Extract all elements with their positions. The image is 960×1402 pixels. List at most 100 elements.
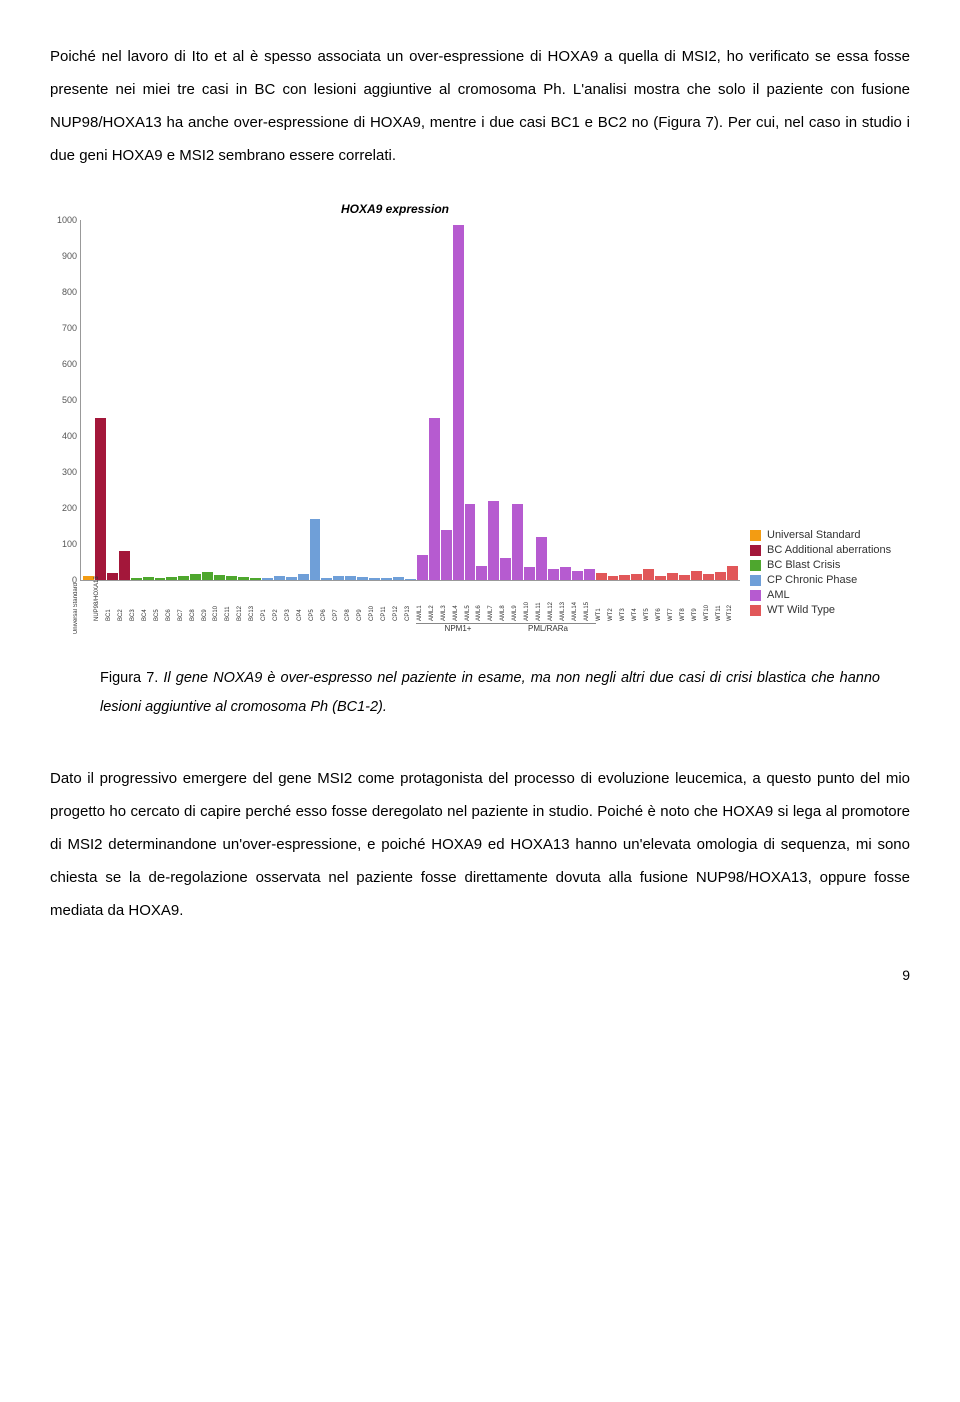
bar bbox=[524, 567, 535, 580]
bar bbox=[631, 574, 642, 580]
x-label: AML10 bbox=[524, 581, 535, 621]
bar bbox=[727, 566, 738, 580]
legend-label: CP Chronic Phase bbox=[767, 574, 857, 586]
x-label: CP2 bbox=[273, 581, 284, 621]
legend-swatch bbox=[750, 575, 761, 586]
bar bbox=[405, 579, 416, 580]
x-label: WT5 bbox=[644, 581, 655, 621]
y-tick: 600 bbox=[51, 359, 77, 369]
x-label: AML5 bbox=[465, 581, 476, 621]
y-tick: 200 bbox=[51, 503, 77, 513]
legend-item: CP Chronic Phase bbox=[750, 574, 910, 586]
x-label: BC13 bbox=[249, 581, 260, 621]
x-label: AML14 bbox=[572, 581, 583, 621]
x-label: BC1 bbox=[106, 581, 117, 621]
legend-label: Universal Standard bbox=[767, 529, 861, 541]
x-label: WT11 bbox=[716, 581, 727, 621]
x-label: WT8 bbox=[680, 581, 691, 621]
bar bbox=[619, 575, 630, 580]
x-label: AML7 bbox=[488, 581, 499, 621]
x-label: BC5 bbox=[154, 581, 165, 621]
bar bbox=[441, 530, 452, 580]
figure-7-caption: Figura 7. Il gene NOXA9 è over-espresso … bbox=[100, 664, 880, 722]
bar bbox=[417, 555, 428, 580]
x-label: WT10 bbox=[704, 581, 715, 621]
x-label: AML8 bbox=[500, 581, 511, 621]
y-tick: 400 bbox=[51, 431, 77, 441]
bar bbox=[703, 574, 714, 580]
x-label: WT1 bbox=[596, 581, 607, 621]
x-label: AML1 bbox=[417, 581, 428, 621]
legend-item: Universal Standard bbox=[750, 529, 910, 541]
chart-legend: Universal Standard BC Additional aberrati… bbox=[750, 526, 910, 639]
bar bbox=[226, 576, 237, 580]
x-label: BC7 bbox=[178, 581, 189, 621]
y-tick: 300 bbox=[51, 467, 77, 477]
legend-item: BC Additional aberrations bbox=[750, 544, 910, 556]
legend-swatch bbox=[750, 590, 761, 601]
bar bbox=[679, 575, 690, 580]
bar bbox=[488, 501, 499, 580]
bar bbox=[262, 578, 273, 580]
bar bbox=[250, 578, 261, 580]
x-label: CP8 bbox=[345, 581, 356, 621]
legend-item: AML bbox=[750, 589, 910, 601]
bar bbox=[429, 418, 440, 580]
x-label: WT6 bbox=[656, 581, 667, 621]
x-label: CP13 bbox=[405, 581, 416, 621]
x-label: BC9 bbox=[202, 581, 213, 621]
x-label: CP9 bbox=[357, 581, 368, 621]
bar bbox=[333, 576, 344, 580]
x-label: AML2 bbox=[429, 581, 440, 621]
bar bbox=[107, 573, 118, 580]
x-label: BC4 bbox=[142, 581, 153, 621]
legend-label: WT Wild Type bbox=[767, 604, 835, 616]
x-label: AML4 bbox=[453, 581, 464, 621]
bar bbox=[512, 504, 523, 580]
chart-sublabels: NPM1+PML/RARa bbox=[80, 621, 740, 639]
bar bbox=[202, 572, 213, 580]
bar bbox=[83, 576, 94, 580]
x-label: BC3 bbox=[130, 581, 141, 621]
bar bbox=[393, 577, 404, 580]
page-number: 9 bbox=[50, 967, 910, 983]
bar bbox=[286, 577, 297, 580]
bar bbox=[274, 576, 285, 580]
legend-swatch bbox=[750, 605, 761, 616]
bar bbox=[131, 578, 142, 580]
x-label: AML13 bbox=[560, 581, 571, 621]
chart-bars bbox=[81, 220, 740, 580]
caption-prefix: Figura 7. bbox=[100, 670, 163, 686]
bar bbox=[321, 578, 332, 580]
x-label: BC6 bbox=[166, 581, 177, 621]
y-tick: 500 bbox=[51, 395, 77, 405]
bar bbox=[155, 578, 166, 580]
bar bbox=[310, 519, 321, 580]
x-label: CP6 bbox=[321, 581, 332, 621]
bar bbox=[536, 537, 547, 580]
x-label: AML11 bbox=[536, 581, 547, 621]
x-label: WT4 bbox=[632, 581, 643, 621]
y-tick: 800 bbox=[51, 287, 77, 297]
x-label: BC12 bbox=[237, 581, 248, 621]
bar bbox=[345, 576, 356, 580]
figure-7: HOXA9 expression 01002003004005006007008… bbox=[50, 202, 910, 639]
chart-sublabel: PML/RARa bbox=[500, 623, 596, 633]
bar bbox=[560, 567, 571, 580]
x-label: AML9 bbox=[512, 581, 523, 621]
x-label: NUP98/HOXA13 bbox=[94, 581, 105, 621]
x-label: WT2 bbox=[608, 581, 619, 621]
x-label: WT7 bbox=[668, 581, 679, 621]
bar bbox=[465, 504, 476, 580]
bar bbox=[500, 558, 511, 580]
x-label: CP3 bbox=[285, 581, 296, 621]
bar bbox=[143, 577, 154, 580]
bar bbox=[596, 573, 607, 580]
legend-label: BC Additional aberrations bbox=[767, 544, 891, 556]
bar bbox=[643, 569, 654, 580]
legend-item: WT Wild Type bbox=[750, 604, 910, 616]
bar bbox=[357, 577, 368, 580]
x-label: CP1 bbox=[261, 581, 272, 621]
bar bbox=[178, 576, 189, 580]
bar bbox=[476, 566, 487, 580]
